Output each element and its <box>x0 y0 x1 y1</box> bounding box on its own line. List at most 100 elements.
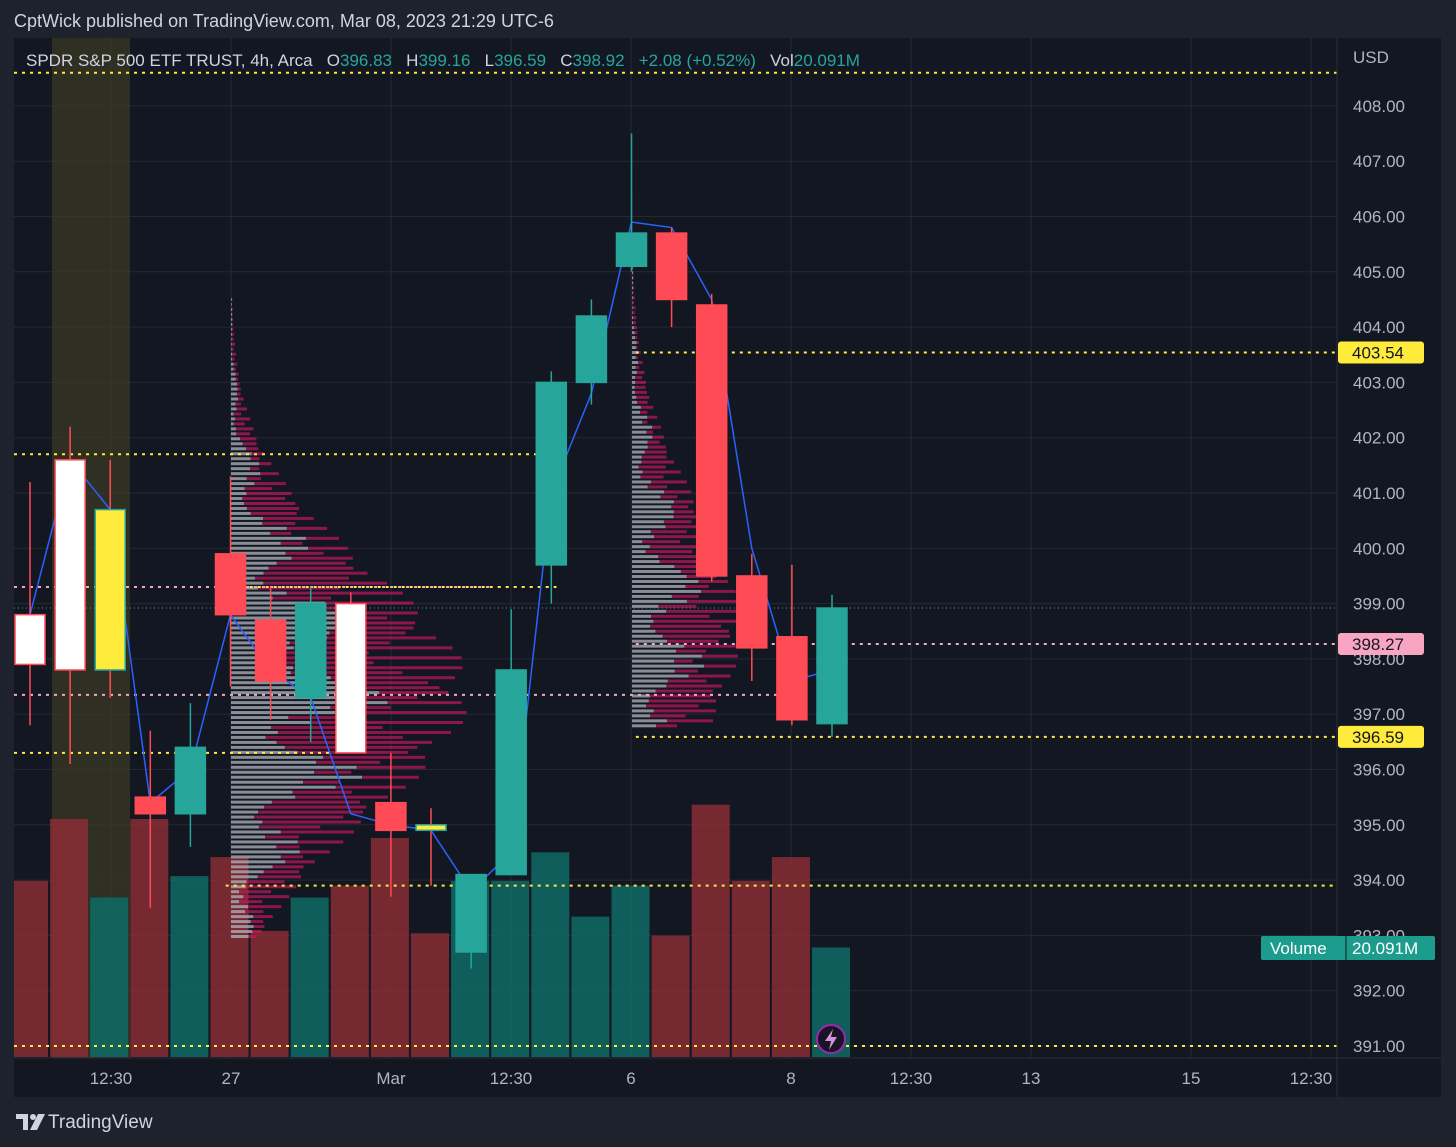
profile-row-up <box>231 397 238 401</box>
profile-row-up <box>632 351 639 355</box>
profile-row-up <box>632 460 642 464</box>
profile-row-up <box>632 266 633 270</box>
profile-row-up <box>632 465 639 469</box>
profile-row-down <box>243 895 290 899</box>
profile-row-down <box>361 696 418 700</box>
profile-row-up <box>231 571 264 575</box>
volume-bar <box>370 838 409 1057</box>
profile-row-up <box>231 745 285 749</box>
candle-body[interactable] <box>575 315 608 384</box>
tradingview-brand[interactable]: TradingView <box>48 1112 153 1133</box>
profile-row-down <box>285 860 315 864</box>
candle-body[interactable] <box>214 553 247 616</box>
candle-body[interactable] <box>615 232 648 268</box>
profile-row-down <box>356 611 418 615</box>
candle-body[interactable] <box>776 636 808 721</box>
profile-row-down <box>684 644 736 648</box>
flash-icon[interactable] <box>816 1024 846 1054</box>
profile-row-up <box>231 417 236 421</box>
candle-body[interactable] <box>455 873 487 953</box>
candle-body[interactable] <box>254 619 287 682</box>
chart-pane[interactable]: USD 408.00 407.00 406.00 405.00 404.00 403.00 4… <box>14 38 1441 1097</box>
profile-row-down <box>293 646 453 650</box>
profile-row-down <box>263 516 314 520</box>
profile-row-down <box>635 380 646 384</box>
candle-body[interactable] <box>54 459 86 671</box>
profile-row-down <box>233 422 245 426</box>
candle-body[interactable] <box>655 232 688 301</box>
profile-row-up <box>231 516 264 520</box>
profile-row-up <box>632 316 633 320</box>
profile-row-down <box>636 395 650 399</box>
candle-body[interactable] <box>14 613 46 666</box>
tradingview-logo-icon[interactable] <box>16 1112 46 1134</box>
profile-row-down <box>635 346 638 350</box>
profile-row-down <box>662 634 730 638</box>
profile-row-down <box>327 636 436 640</box>
profile-row-up <box>632 624 651 628</box>
candle-body[interactable] <box>94 508 126 671</box>
profile-row-up <box>632 321 634 325</box>
profile-row-up <box>632 659 675 663</box>
profile-row-down <box>250 920 264 924</box>
candle-body[interactable] <box>134 796 167 815</box>
candle-body[interactable] <box>495 669 527 876</box>
volume-badge-label: Volume <box>1270 939 1327 958</box>
profile-row-up <box>231 412 234 416</box>
legend-close-label: C <box>560 51 573 70</box>
candle-body[interactable] <box>816 607 848 725</box>
candle-body[interactable] <box>174 746 207 815</box>
profile-row-up <box>231 656 278 660</box>
y-tick-label: 404.00 <box>1353 318 1405 337</box>
time-axis: 12:30 27 Mar 12:30 6 8 12:30 13 15 12:30 <box>14 1057 1441 1088</box>
profile-row-down <box>286 526 328 530</box>
legend-low-value: 396.59 <box>494 51 547 70</box>
candle-body[interactable] <box>375 801 407 832</box>
profile-row-up <box>632 629 656 633</box>
profile-row-down <box>664 490 692 494</box>
profile-row-down <box>701 589 736 593</box>
profile-row-down <box>642 470 681 474</box>
profile-row-up <box>231 855 281 859</box>
profile-row-up <box>231 800 272 804</box>
profile-row-down <box>262 820 361 824</box>
profile-row-down <box>667 679 707 683</box>
profile-row-up <box>231 437 241 441</box>
volume-bar <box>250 930 289 1057</box>
candle-body[interactable] <box>294 602 327 699</box>
currency-label: USD <box>1353 48 1389 67</box>
profile-row-up <box>632 385 635 389</box>
profile-row-down <box>676 649 707 653</box>
candle-body[interactable] <box>415 824 447 832</box>
profile-row-down <box>387 701 462 705</box>
price-badge <box>1338 341 1424 364</box>
y-tick-label: 401.00 <box>1353 484 1405 503</box>
candle-body[interactable] <box>535 381 568 566</box>
profile-row-down <box>253 925 265 929</box>
profile-row-up <box>231 322 233 326</box>
profile-row-up <box>231 760 317 764</box>
profile-row-down <box>633 321 636 325</box>
legend-symbol[interactable]: SPDR S&P 500 ETF TRUST, 4h, Arca <box>26 51 313 70</box>
profile-row-down <box>265 835 299 839</box>
profile-row-down <box>258 810 363 814</box>
profile-row-down <box>673 510 694 514</box>
y-tick-label: 405.00 <box>1353 263 1405 282</box>
profile-row-down <box>248 935 257 939</box>
profile-row-down <box>236 432 251 436</box>
profile-row-down <box>647 440 660 444</box>
profile-row-up <box>632 390 636 394</box>
profile-row-up <box>632 430 647 434</box>
x-tick-label: 12:30 <box>890 1069 933 1088</box>
chart-svg[interactable]: USD408.00407.00406.00405.00404.00403.004… <box>14 38 1441 1097</box>
profile-row-up <box>632 271 633 275</box>
candle-body[interactable] <box>695 304 728 577</box>
profile-row-down <box>651 480 687 484</box>
candle-body[interactable] <box>736 575 768 649</box>
profile-row-down <box>276 561 346 565</box>
profile-row-down <box>665 525 709 529</box>
profile-row-down <box>632 311 635 315</box>
profile-row-down <box>242 442 257 446</box>
profile-row-down <box>264 805 367 809</box>
candle-body[interactable] <box>335 602 367 754</box>
